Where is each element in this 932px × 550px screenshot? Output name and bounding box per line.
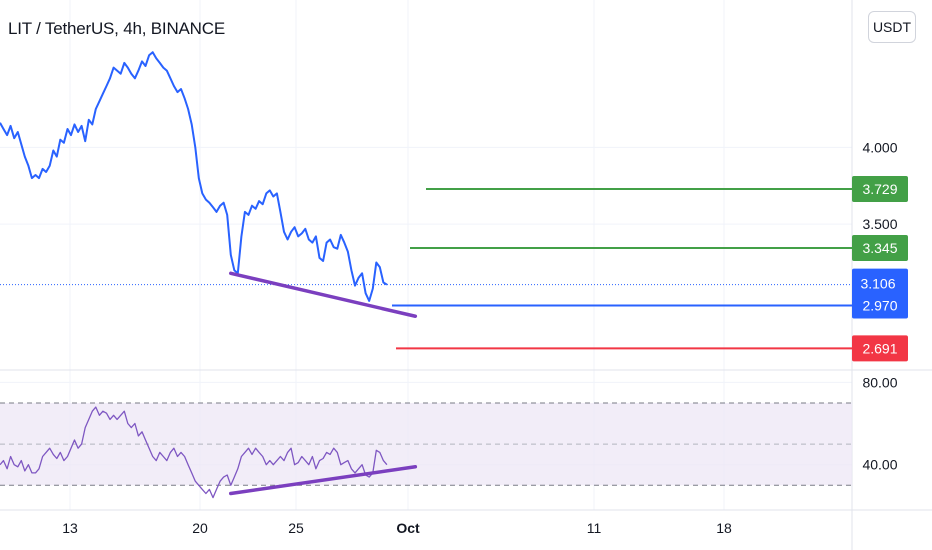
time-axis: 13 20 25 Oct 11 18	[62, 520, 732, 536]
rsi-axis-tick: 40.00	[862, 457, 897, 473]
price-tag-label: 2.970	[862, 298, 897, 314]
price-trendline	[229, 271, 418, 319]
price-tag-stop	[852, 335, 908, 362]
current-price-label: 3.106	[860, 276, 895, 292]
price-tag-label: 3.729	[862, 181, 897, 197]
rsi-pane	[0, 406, 418, 499]
rsi-trendline	[229, 465, 418, 496]
price-series-line	[0, 51, 388, 302]
chart-title: LIT / TetherUS, 4h, BINANCE	[8, 19, 225, 38]
time-axis-tick: 18	[716, 520, 732, 536]
level-lines	[392, 187, 852, 350]
rsi-band	[0, 402, 852, 486]
price-pane	[0, 51, 418, 319]
rsi-series-line	[0, 406, 388, 499]
price-axis-tick: 3.500	[862, 216, 897, 232]
currency-button[interactable]: USDT	[868, 11, 916, 43]
time-axis-tick: 11	[587, 520, 602, 536]
price-tag-label: 2.691	[862, 340, 897, 356]
price-tag-target	[852, 234, 908, 261]
price-axis: 3.7293.3452.6913.10601:55:512.9704.0003.…	[852, 139, 908, 473]
price-tag-target	[852, 175, 908, 202]
time-axis-tick: Oct	[396, 520, 420, 536]
time-axis-tick: 13	[62, 520, 78, 536]
price-tag-entry	[852, 292, 908, 319]
rsi-axis-tick: 80.00	[862, 374, 897, 390]
price-axis-tick: 4.000	[862, 139, 897, 155]
price-tag-label: 3.345	[862, 240, 897, 256]
time-axis-tick: 25	[288, 520, 304, 536]
time-axis-tick: 20	[192, 520, 208, 536]
